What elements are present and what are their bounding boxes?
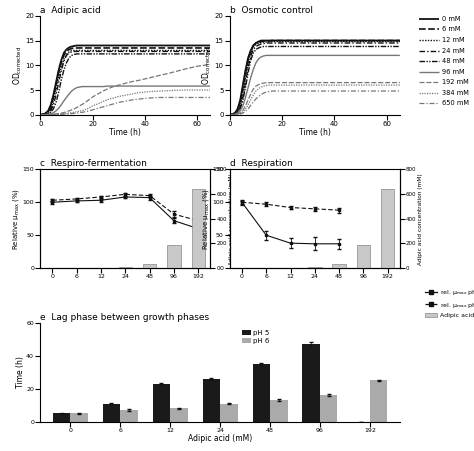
Text: c  Respiro-fermentation: c Respiro-fermentation xyxy=(40,160,147,169)
Y-axis label: Relative μ$_\mathregular{max}$ (%): Relative μ$_\mathregular{max}$ (%) xyxy=(11,188,21,250)
Bar xyxy=(202,379,220,422)
Y-axis label: Adipic acid concentration (mM): Adipic acid concentration (mM) xyxy=(228,173,234,265)
Text: 6 mM: 6 mM xyxy=(442,26,461,32)
Legend: pH 5, pH 6: pH 5, pH 6 xyxy=(239,327,273,347)
Bar xyxy=(332,264,346,268)
Y-axis label: Time (h): Time (h) xyxy=(16,356,25,388)
Bar xyxy=(320,395,337,422)
Text: 650 mM: 650 mM xyxy=(442,101,469,106)
Text: d  Respiration: d Respiration xyxy=(230,160,292,169)
Bar xyxy=(270,400,288,422)
Bar xyxy=(143,264,156,268)
Text: 0 mM: 0 mM xyxy=(442,16,461,22)
Bar xyxy=(170,409,188,422)
Bar xyxy=(103,404,120,422)
Text: 12 mM: 12 mM xyxy=(442,37,465,43)
Bar xyxy=(381,189,394,268)
Bar xyxy=(167,245,181,268)
Bar xyxy=(153,384,170,422)
Bar xyxy=(253,364,270,422)
Text: e  Lag phase between growth phases: e Lag phase between growth phases xyxy=(40,313,210,322)
Bar xyxy=(302,344,320,422)
Y-axis label: OD$_\mathregular{corrected}$: OD$_\mathregular{corrected}$ xyxy=(11,46,24,85)
Y-axis label: Relative μ$_\mathregular{max}$ (%): Relative μ$_\mathregular{max}$ (%) xyxy=(201,188,210,250)
Bar xyxy=(70,414,88,422)
Bar xyxy=(370,381,387,422)
Bar xyxy=(357,245,370,268)
X-axis label: Time (h): Time (h) xyxy=(299,129,331,138)
Text: 96 mM: 96 mM xyxy=(442,69,465,75)
Bar xyxy=(308,267,321,268)
Text: a  Adipic acid: a Adipic acid xyxy=(40,6,101,15)
Text: 48 mM: 48 mM xyxy=(442,58,465,64)
Y-axis label: Adipic acid concentration (mM): Adipic acid concentration (mM) xyxy=(418,173,423,265)
X-axis label: Time (h): Time (h) xyxy=(109,129,141,138)
X-axis label: Adipic acid (mM): Adipic acid (mM) xyxy=(188,434,252,443)
Bar xyxy=(118,267,132,268)
Text: 24 mM: 24 mM xyxy=(442,47,465,54)
Bar xyxy=(220,404,237,422)
Legend: rel. μ$_\mathregular{max}$ pH 5, rel. μ$_\mathregular{max}$ pH 6, Adipic acid: rel. μ$_\mathregular{max}$ pH 5, rel. μ$… xyxy=(422,286,474,321)
Text: 192 mM: 192 mM xyxy=(442,79,469,85)
Bar xyxy=(120,410,137,422)
Bar xyxy=(53,414,70,422)
Text: b  Osmotic control: b Osmotic control xyxy=(230,6,313,15)
Bar xyxy=(191,189,205,268)
Y-axis label: OD$_\mathregular{corrected}$: OD$_\mathregular{corrected}$ xyxy=(201,46,213,85)
Text: 384 mM: 384 mM xyxy=(442,90,469,96)
